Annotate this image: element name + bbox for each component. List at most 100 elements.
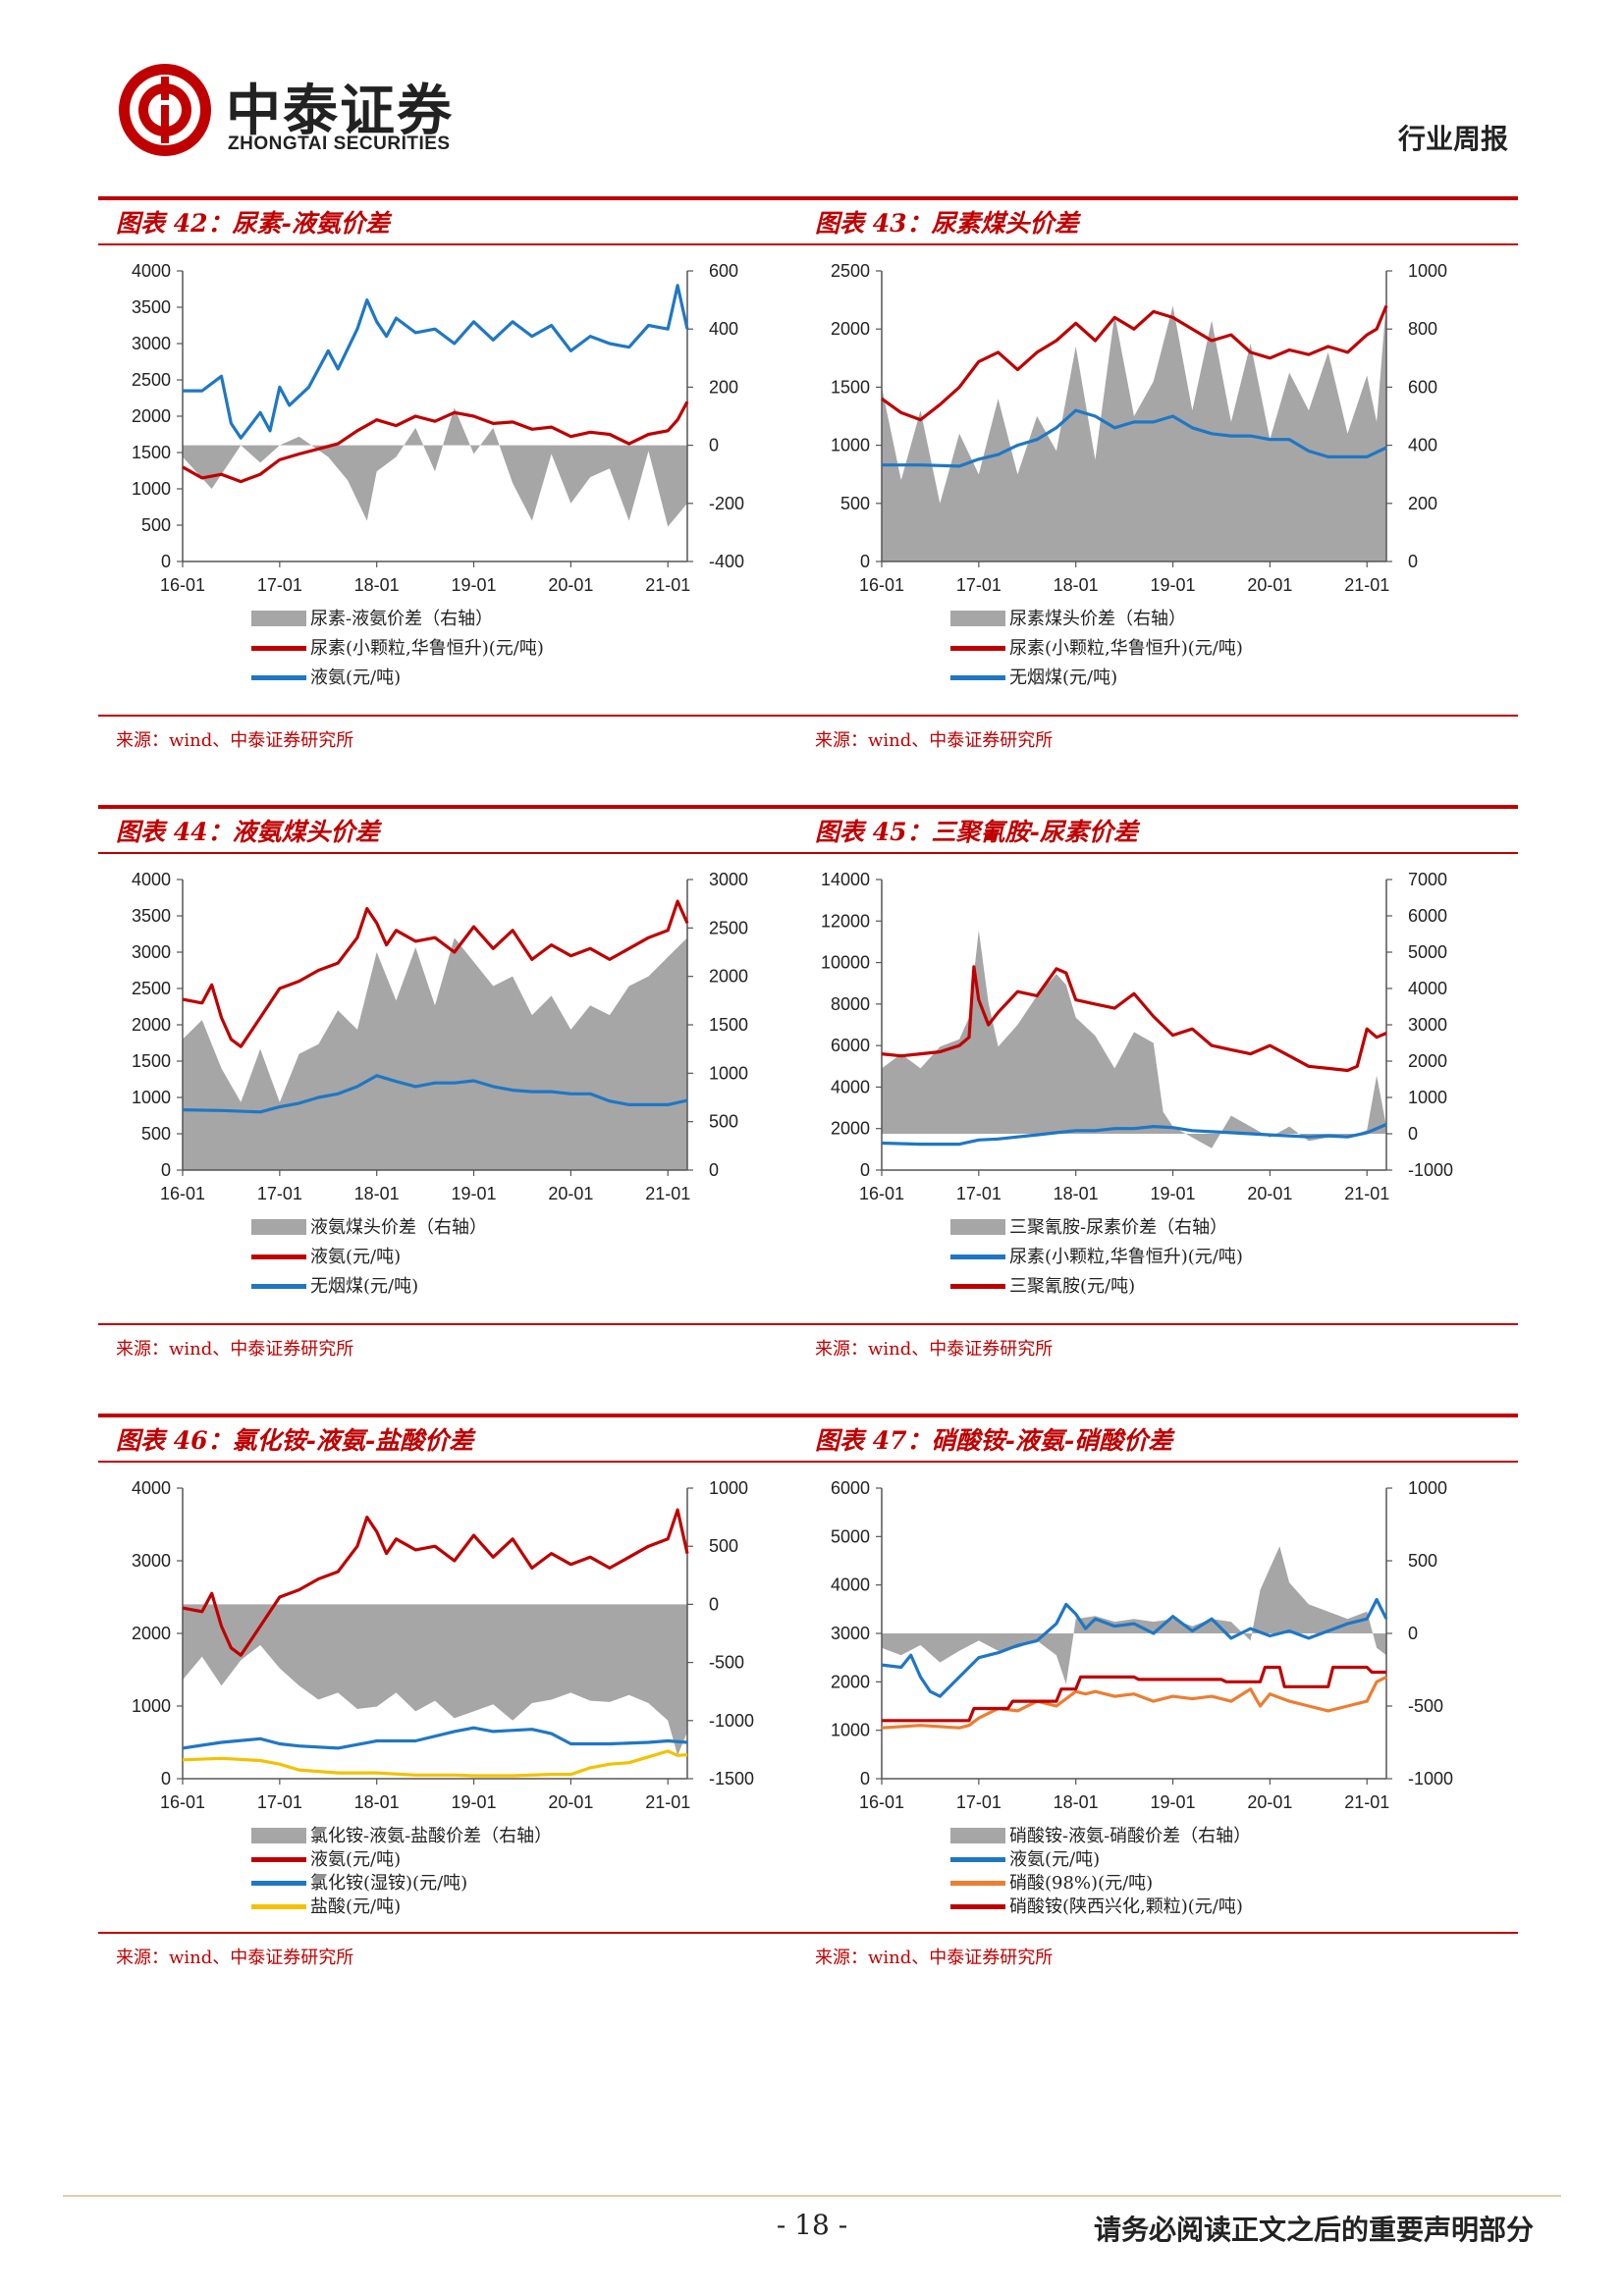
right-tick-label: 2000 <box>1408 1051 1447 1071</box>
legend-swatch <box>251 1219 306 1235</box>
legend-swatch <box>251 1904 306 1909</box>
chart-title: 图表 42：尿素-液氨价差 <box>116 209 390 238</box>
legend-swatch <box>251 1881 306 1886</box>
page-number: - 18 - <box>776 2209 848 2241</box>
left-tick-label: 4000 <box>132 261 171 281</box>
x-tick-label: 17-01 <box>257 1792 302 1812</box>
left-tick-label: 10000 <box>821 953 870 973</box>
series-line-1 <box>182 899 689 1048</box>
footer-rule <box>63 2195 1561 2197</box>
left-tick-label: 1000 <box>132 1696 171 1716</box>
panel-top-rule <box>98 805 819 809</box>
logo-text-cn: 中泰证券 <box>226 80 454 143</box>
left-tick-label: 1500 <box>831 377 870 397</box>
x-tick-label: 21-01 <box>1344 1792 1389 1812</box>
x-tick-label: 17-01 <box>257 1184 302 1203</box>
legend-label: 尿素(小颗粒,华鲁恒升)(元/吨) <box>1009 638 1243 659</box>
x-tick-label: 21-01 <box>645 1792 690 1812</box>
company-logo: 中泰证券 ZHONGTAI SECURITIES <box>116 61 528 169</box>
left-tick-label: 0 <box>860 1769 870 1789</box>
x-tick-label: 19-01 <box>1151 1792 1196 1812</box>
left-tick-label: 2000 <box>831 1672 870 1691</box>
legend-swatch <box>251 675 306 680</box>
series-line-2 <box>182 1074 688 1114</box>
right-tick-label: 4000 <box>1408 979 1447 998</box>
title-rule <box>98 243 819 245</box>
right-tick-label: -1500 <box>709 1769 754 1789</box>
left-tick-label: 1000 <box>132 1088 171 1107</box>
x-tick-label: 16-01 <box>160 575 205 595</box>
right-tick-label: 1000 <box>709 1063 748 1083</box>
legend-label: 三聚氰胺-尿素价差（右轴） <box>1009 1217 1228 1238</box>
legend-swatch <box>251 611 306 626</box>
left-tick-label: 2500 <box>132 370 171 390</box>
right-tick-label: -500 <box>1408 1696 1443 1716</box>
left-tick-label: 3000 <box>132 942 171 962</box>
right-tick-label: 1000 <box>1408 1478 1447 1498</box>
x-tick-label: 21-01 <box>1344 1184 1389 1203</box>
right-tick-label: 0 <box>1408 1624 1418 1643</box>
right-tick-label: -1000 <box>1408 1769 1453 1789</box>
series-line-2 <box>182 1726 688 1750</box>
series-area-0 <box>183 407 687 527</box>
left-tick-label: 1000 <box>831 1721 870 1740</box>
left-tick-label: 500 <box>141 1124 171 1144</box>
x-tick-label: 21-01 <box>1344 575 1389 595</box>
legend-swatch <box>950 1219 1005 1235</box>
left-tick-label: 6000 <box>831 1478 870 1498</box>
left-tick-label: 0 <box>161 1160 171 1180</box>
title-rule <box>98 852 819 854</box>
left-tick-label: 1500 <box>132 1051 171 1071</box>
x-tick-label: 19-01 <box>452 575 497 595</box>
left-tick-label: 2500 <box>831 261 870 281</box>
left-tick-label: 0 <box>161 552 171 571</box>
right-tick-label: 1000 <box>709 1478 748 1498</box>
left-tick-label: 5000 <box>831 1526 870 1546</box>
disclaimer-text: 请务必阅读正文之后的重要声明部分 <box>1093 2214 1534 2246</box>
title-rule <box>797 852 1518 854</box>
left-tick-label: 8000 <box>831 994 870 1014</box>
right-tick-label: 200 <box>709 377 738 397</box>
series-area-0 <box>183 937 687 1170</box>
x-tick-label: 18-01 <box>1054 1792 1099 1812</box>
chart-source: 来源：wind、中泰证券研究所 <box>815 730 1054 751</box>
right-tick-label: 5000 <box>1408 942 1447 962</box>
source-rule <box>98 1932 819 1934</box>
left-tick-label: 1000 <box>132 479 171 499</box>
legend-swatch <box>251 646 306 651</box>
left-tick-label: 500 <box>840 494 870 513</box>
series-area-0 <box>882 930 1386 1148</box>
title-rule <box>797 243 1518 245</box>
x-tick-label: 18-01 <box>1054 575 1099 595</box>
x-tick-label: 20-01 <box>1247 1792 1292 1812</box>
legend-swatch <box>950 1881 1005 1886</box>
legend-label: 三聚氰胺(元/吨) <box>1009 1276 1136 1297</box>
chart-panel-42: 图表 42：尿素-液氨价差 0 500 1000 1500 2000 2500 3000 35… <box>98 196 819 756</box>
left-tick-label: 3500 <box>132 297 171 317</box>
legend-label: 硝酸铵(陕西兴化,颗粒)(元/吨) <box>1009 1896 1243 1917</box>
series-line-1 <box>881 1123 1387 1147</box>
series-line-1 <box>881 304 1388 422</box>
source-rule <box>797 1932 1518 1934</box>
legend-label: 液氨(元/吨) <box>310 1247 402 1267</box>
right-tick-label: 400 <box>709 319 738 339</box>
title-rule <box>98 1461 819 1463</box>
left-tick-label: 4000 <box>132 1478 171 1498</box>
legend-label: 氯化铵(湿铵)(元/吨) <box>310 1873 468 1894</box>
legend-label: 无烟煤(元/吨) <box>1009 667 1118 688</box>
left-tick-label: 0 <box>860 552 870 571</box>
legend-swatch <box>950 1904 1005 1909</box>
x-tick-label: 20-01 <box>1247 575 1292 595</box>
x-tick-label: 16-01 <box>859 1792 904 1812</box>
left-tick-label: 1000 <box>831 436 870 455</box>
left-tick-label: 1500 <box>132 443 171 462</box>
right-tick-label: 500 <box>709 1536 738 1556</box>
x-tick-label: 20-01 <box>548 1792 593 1812</box>
right-tick-label: -500 <box>709 1653 744 1673</box>
series-area-0 <box>183 1604 687 1756</box>
right-tick-label: 2000 <box>709 967 748 987</box>
chart-source: 来源：wind、中泰证券研究所 <box>116 730 354 751</box>
right-tick-label: 7000 <box>1408 870 1447 889</box>
right-tick-label: 0 <box>1408 552 1418 571</box>
right-tick-label: 800 <box>1408 319 1437 339</box>
